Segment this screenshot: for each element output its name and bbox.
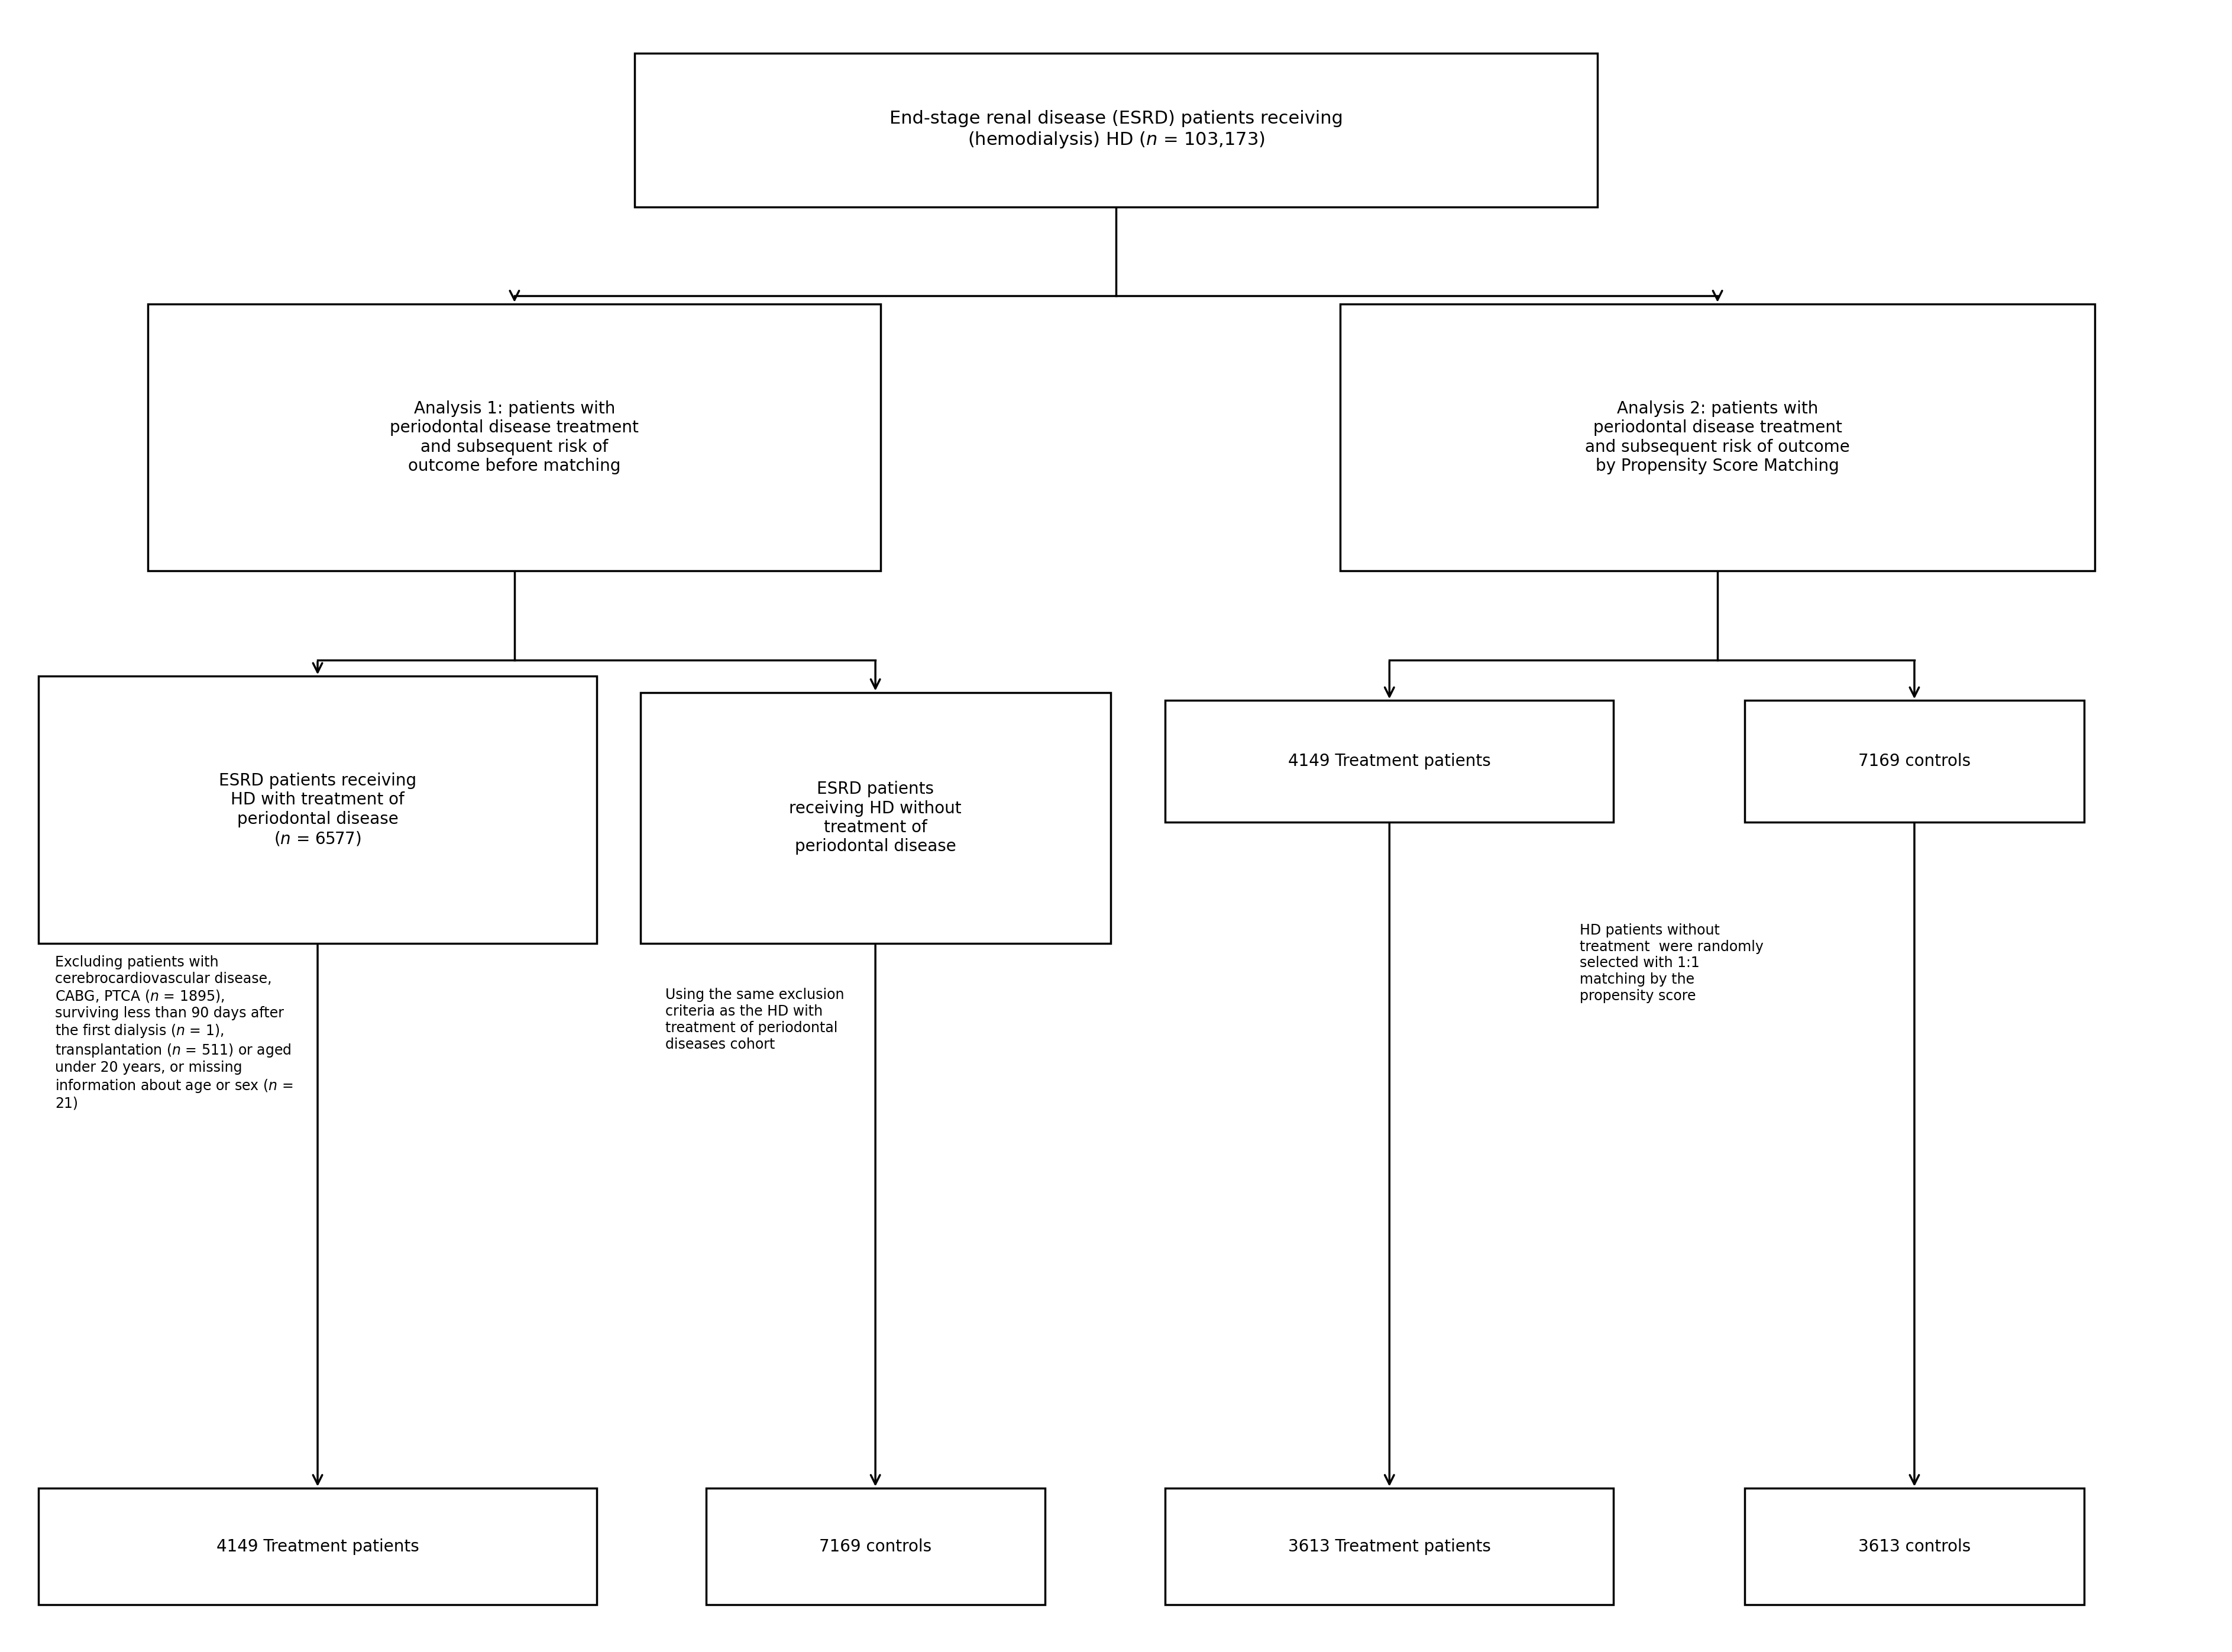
FancyBboxPatch shape: [1339, 304, 2096, 572]
FancyBboxPatch shape: [634, 53, 1598, 206]
Text: 7169 controls: 7169 controls: [819, 1538, 931, 1555]
Text: 3613 Treatment patients: 3613 Treatment patients: [1288, 1538, 1491, 1555]
Text: End-stage renal disease (ESRD) patients receiving
(hemodialysis) HD ($n$ = 103,1: End-stage renal disease (ESRD) patients …: [888, 111, 1344, 150]
FancyBboxPatch shape: [1165, 1488, 1614, 1604]
Text: ESRD patients receiving
HD with treatment of
periodontal disease
($n$ = 6577): ESRD patients receiving HD with treatmen…: [219, 773, 417, 847]
Text: 7169 controls: 7169 controls: [1859, 753, 1971, 770]
FancyBboxPatch shape: [705, 1488, 1045, 1604]
FancyBboxPatch shape: [38, 676, 596, 943]
FancyBboxPatch shape: [1165, 700, 1614, 823]
Text: Analysis 1: patients with
periodontal disease treatment
and subsequent risk of
o: Analysis 1: patients with periodontal di…: [391, 400, 638, 474]
Text: Using the same exclusion
criteria as the HD with
treatment of periodontal
diseas: Using the same exclusion criteria as the…: [665, 988, 844, 1051]
Text: 4149 Treatment patients: 4149 Treatment patients: [217, 1538, 420, 1555]
Text: 4149 Treatment patients: 4149 Treatment patients: [1288, 753, 1491, 770]
FancyBboxPatch shape: [147, 304, 882, 572]
Text: 3613 controls: 3613 controls: [1857, 1538, 1971, 1555]
FancyBboxPatch shape: [38, 1488, 596, 1604]
Text: Excluding patients with
cerebrocardiovascular disease,
CABG, PTCA ($n$ = 1895),
: Excluding patients with cerebrocardiovas…: [56, 955, 292, 1110]
Text: HD patients without
treatment  were randomly
selected with 1:1
matching by the
p: HD patients without treatment were rando…: [1580, 923, 1763, 1003]
Text: Analysis 2: patients with
periodontal disease treatment
and subsequent risk of o: Analysis 2: patients with periodontal di…: [1585, 400, 1850, 474]
FancyBboxPatch shape: [1745, 700, 2085, 823]
FancyBboxPatch shape: [1745, 1488, 2085, 1604]
Text: ESRD patients
receiving HD without
treatment of
periodontal disease: ESRD patients receiving HD without treat…: [790, 781, 962, 856]
FancyBboxPatch shape: [641, 692, 1112, 943]
